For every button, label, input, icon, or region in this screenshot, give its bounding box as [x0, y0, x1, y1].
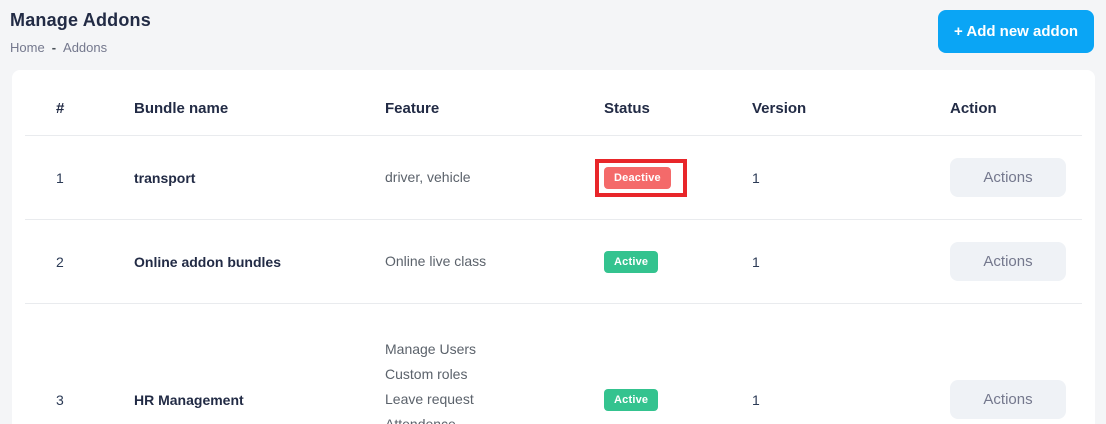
feature-item: Custom roles	[385, 366, 468, 382]
status-badge: Active	[604, 388, 659, 411]
bundle-name: HR Management	[134, 303, 385, 424]
status-badge: Deactive	[604, 166, 671, 189]
breadcrumb-home[interactable]: Home	[10, 40, 45, 55]
status-cell: Active	[604, 219, 752, 304]
feature-cell: Online live class	[385, 219, 604, 304]
table-row: 2 Online addon bundles Online live class…	[25, 219, 1082, 304]
add-new-addon-button[interactable]: + Add new addon	[938, 10, 1094, 53]
action-cell: Actions	[950, 219, 1082, 304]
feature-list: driver, vehicle	[385, 165, 604, 190]
breadcrumb: Home - Addons	[10, 40, 1094, 55]
actions-button[interactable]: Actions	[950, 158, 1066, 197]
version-value: 1	[752, 303, 950, 424]
status-cell: Deactive	[595, 135, 752, 220]
column-header-bundle: Bundle name	[134, 70, 385, 136]
column-header-version: Version	[752, 70, 950, 136]
feature-cell: Manage Users Custom roles Leave request Att…	[385, 303, 604, 424]
feature-item: Online live class	[385, 253, 487, 269]
table-header-row: # Bundle name Feature Status Version Act…	[25, 70, 1082, 136]
column-header-feature: Feature	[385, 70, 604, 136]
feature-item: Leave request	[385, 391, 474, 407]
table-row: 3 HR Management Manage Users Custom roles…	[25, 303, 1082, 424]
breadcrumb-separator: -	[51, 40, 57, 55]
feature-item: Attendence	[385, 416, 456, 424]
column-header-action: Action	[950, 70, 1082, 136]
table-row: 1 transport driver, vehicle Deactive 1 A…	[25, 135, 1082, 220]
status-badge: Active	[604, 250, 659, 273]
feature-list: Online live class	[385, 249, 604, 274]
page-header: Manage Addons Home - Addons + Add new ad…	[0, 0, 1106, 62]
feature-item: driver, vehicle	[385, 169, 471, 185]
version-value: 1	[752, 135, 950, 220]
page-title: Manage Addons	[10, 10, 151, 30]
bundle-name: Online addon bundles	[134, 219, 385, 304]
column-header-status: Status	[604, 70, 752, 136]
row-index: 2	[25, 219, 134, 304]
actions-button[interactable]: Actions	[950, 242, 1066, 281]
row-index: 1	[25, 135, 134, 220]
addons-card: # Bundle name Feature Status Version Act…	[12, 70, 1095, 424]
version-value: 1	[752, 219, 950, 304]
action-cell: Actions	[950, 303, 1082, 424]
column-header-index: #	[25, 70, 134, 136]
actions-button[interactable]: Actions	[950, 380, 1066, 419]
row-index: 3	[25, 303, 134, 424]
feature-item: Manage Users	[385, 341, 477, 357]
action-cell: Actions	[950, 135, 1082, 220]
feature-cell: driver, vehicle	[385, 135, 604, 220]
bundle-name: transport	[134, 135, 385, 220]
feature-list: Manage Users Custom roles Leave request Att…	[385, 337, 604, 424]
addons-table: # Bundle name Feature Status Version Act…	[25, 70, 1082, 424]
status-cell: Active	[604, 303, 752, 424]
annotation-rectangle: Deactive	[595, 158, 687, 197]
breadcrumb-current: Addons	[63, 40, 108, 55]
